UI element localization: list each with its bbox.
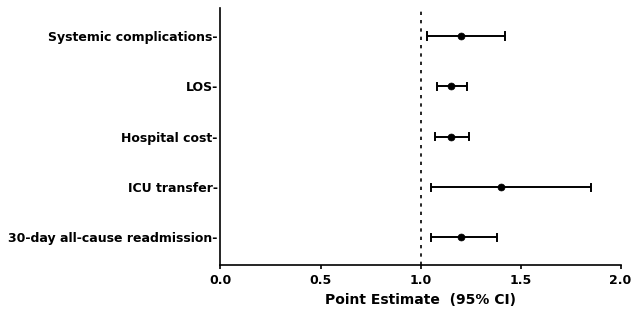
- X-axis label: Point Estimate  (95% CI): Point Estimate (95% CI): [325, 293, 516, 307]
